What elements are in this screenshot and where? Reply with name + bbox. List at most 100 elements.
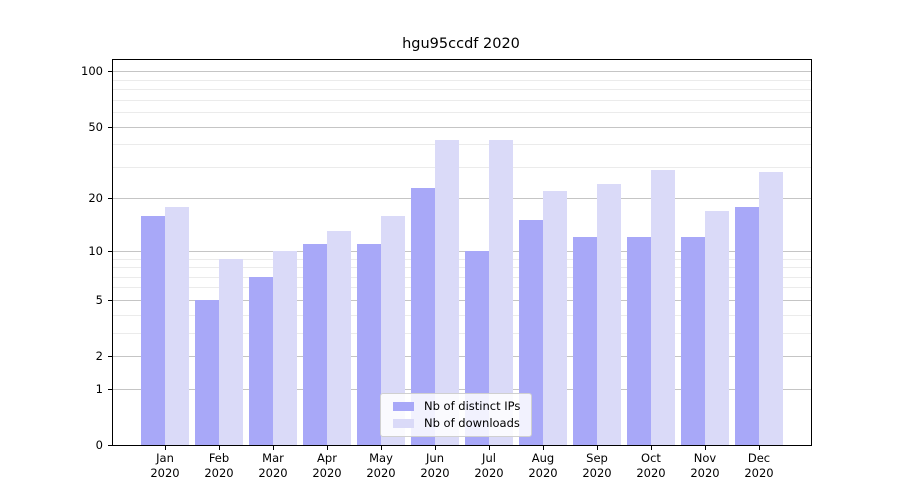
minor-gridline-4 <box>113 314 811 316</box>
x-tick-label-may: May 2020 <box>349 451 413 481</box>
x-label-year: 2020 <box>528 466 558 480</box>
y-tick-label-1: 1 <box>95 381 103 396</box>
x-label-year: 2020 <box>744 466 774 480</box>
bar-sep-distinct-ips <box>573 237 597 445</box>
bar-feb-downloads <box>219 258 243 445</box>
legend-item-downloads: Nb of downloads <box>393 416 520 430</box>
bar-apr-downloads <box>327 231 351 445</box>
major-gridline-50 <box>113 126 811 128</box>
x-tick-jun <box>435 446 436 450</box>
y-tick-label-100: 100 <box>81 64 103 79</box>
x-label-year: 2020 <box>690 466 720 480</box>
x-label-month: Apr <box>317 451 337 465</box>
major-gridline-1 <box>113 388 811 390</box>
minor-gridline-40 <box>113 144 811 146</box>
x-label-month: Sep <box>586 451 608 465</box>
legend-swatch-distinct-ips <box>393 401 414 411</box>
y-tick-10 <box>108 250 112 252</box>
x-tick-nov <box>705 446 706 450</box>
chart-title: hgu95ccdf 2020 <box>402 36 520 52</box>
bar-apr-distinct-ips <box>303 243 327 445</box>
bar-oct-downloads <box>651 169 675 445</box>
x-tick-label-jan: Jan 2020 <box>133 451 197 481</box>
y-tick-0 <box>108 445 112 446</box>
minor-gridline-90 <box>113 79 811 81</box>
x-label-month: Mar <box>262 451 284 465</box>
y-tick-label-0: 0 <box>95 438 103 452</box>
x-label-year: 2020 <box>474 466 504 480</box>
legend-item-distinct-ips: Nb of distinct IPs <box>393 399 520 413</box>
minor-gridline-6 <box>113 287 811 289</box>
x-tick-jan <box>165 446 166 450</box>
x-label-year: 2020 <box>366 466 396 480</box>
minor-gridline-9 <box>113 258 811 260</box>
x-tick-label-jul: Jul 2020 <box>457 451 521 481</box>
x-tick-label-sep: Sep 2020 <box>565 451 629 481</box>
x-tick-label-mar: Mar 2020 <box>241 451 305 481</box>
x-label-month: Jul <box>482 451 496 465</box>
bar-mar-distinct-ips <box>249 276 273 445</box>
x-tick-sep <box>597 446 598 450</box>
x-tick-label-oct: Oct 2020 <box>619 451 683 481</box>
x-label-year: 2020 <box>150 466 180 480</box>
minor-gridline-7 <box>113 276 811 278</box>
y-tick-label-50: 50 <box>88 119 103 134</box>
legend-label-distinct-ips: Nb of distinct IPs <box>424 399 521 413</box>
minor-gridline-3 <box>113 332 811 334</box>
y-tick-1 <box>108 388 112 390</box>
bar-jan-distinct-ips <box>141 215 165 445</box>
x-label-month: Jun <box>426 451 444 465</box>
bar-jan-downloads <box>165 206 189 445</box>
y-tick-label-5: 5 <box>95 292 103 307</box>
y-tick-5 <box>108 299 112 301</box>
x-label-year: 2020 <box>420 466 450 480</box>
bar-aug-downloads <box>543 191 567 445</box>
x-tick-may <box>381 446 382 450</box>
x-tick-label-nov: Nov 2020 <box>673 451 737 481</box>
x-tick-label-dec: Dec 2020 <box>727 451 791 481</box>
y-tick-100 <box>108 71 112 73</box>
x-tick-label-feb: Feb 2020 <box>187 451 251 481</box>
x-label-month: May <box>369 451 393 465</box>
x-tick-oct <box>651 446 652 450</box>
bar-dec-distinct-ips <box>735 206 759 445</box>
x-label-year: 2020 <box>258 466 288 480</box>
x-tick-feb <box>219 446 220 450</box>
legend-swatch-downloads <box>393 418 414 428</box>
x-tick-dec <box>759 446 760 450</box>
y-tick-label-2: 2 <box>95 349 103 363</box>
minor-gridline-8 <box>113 267 811 268</box>
x-tick-apr <box>327 446 328 450</box>
y-tick-50 <box>108 126 112 128</box>
x-tick-aug <box>543 446 544 450</box>
minor-gridline-70 <box>113 99 811 101</box>
x-label-month: Dec <box>747 451 771 465</box>
x-label-year: 2020 <box>582 466 612 480</box>
legend: Nb of distinct IPs Nb of downloads <box>380 393 533 437</box>
bar-mar-downloads <box>273 250 297 445</box>
x-label-year: 2020 <box>312 466 342 480</box>
bar-feb-distinct-ips <box>195 299 219 445</box>
x-label-year: 2020 <box>636 466 666 480</box>
bar-may-distinct-ips <box>357 243 381 445</box>
minor-gridline-80 <box>113 89 811 91</box>
x-label-month: Aug <box>531 451 555 465</box>
x-tick-label-apr: Apr 2020 <box>295 451 359 481</box>
x-tick-jul <box>489 446 490 450</box>
x-label-month: Nov <box>693 451 717 465</box>
bar-nov-downloads <box>705 210 729 445</box>
x-label-year: 2020 <box>204 466 234 480</box>
major-gridline-20 <box>113 198 811 200</box>
bar-sep-downloads <box>597 184 621 445</box>
bars-layer <box>113 60 811 445</box>
x-label-month: Jan <box>156 451 174 465</box>
major-gridline-10 <box>113 250 811 252</box>
y-tick-label-10: 10 <box>88 243 103 258</box>
y-tick-20 <box>108 198 112 200</box>
y-tick-label-20: 20 <box>88 191 103 206</box>
x-tick-label-jun: Jun 2020 <box>403 451 467 481</box>
bar-nov-distinct-ips <box>681 237 705 445</box>
bar-dec-downloads <box>759 172 783 445</box>
x-label-month: Feb <box>208 451 230 465</box>
